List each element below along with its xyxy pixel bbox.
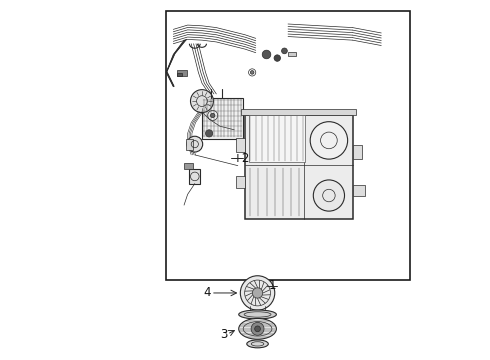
Bar xyxy=(184,163,193,169)
Text: 3: 3 xyxy=(220,328,227,341)
Bar xyxy=(177,73,182,76)
Circle shape xyxy=(282,48,287,54)
Bar xyxy=(245,116,353,220)
Bar xyxy=(236,138,245,152)
Circle shape xyxy=(310,122,347,159)
Ellipse shape xyxy=(239,319,276,339)
Circle shape xyxy=(252,288,263,298)
Bar xyxy=(190,169,200,184)
Ellipse shape xyxy=(239,310,276,319)
Circle shape xyxy=(251,322,264,335)
Circle shape xyxy=(262,50,271,59)
Circle shape xyxy=(205,130,213,137)
Bar xyxy=(177,70,187,76)
Bar xyxy=(236,176,245,188)
Bar xyxy=(288,52,296,56)
Circle shape xyxy=(274,55,280,61)
Bar xyxy=(353,185,365,195)
Bar xyxy=(242,109,356,116)
Bar xyxy=(202,98,243,139)
Circle shape xyxy=(250,71,254,74)
Circle shape xyxy=(187,136,203,152)
Circle shape xyxy=(211,113,215,118)
Bar xyxy=(166,12,410,280)
Circle shape xyxy=(313,180,344,211)
Text: 1: 1 xyxy=(269,279,276,292)
Ellipse shape xyxy=(247,340,269,348)
Text: 4: 4 xyxy=(203,287,211,300)
Circle shape xyxy=(191,90,214,113)
Bar xyxy=(248,115,304,162)
Bar xyxy=(186,139,193,149)
Bar xyxy=(353,145,362,159)
Text: +2: +2 xyxy=(232,152,250,165)
Circle shape xyxy=(255,326,260,332)
Circle shape xyxy=(240,276,275,310)
